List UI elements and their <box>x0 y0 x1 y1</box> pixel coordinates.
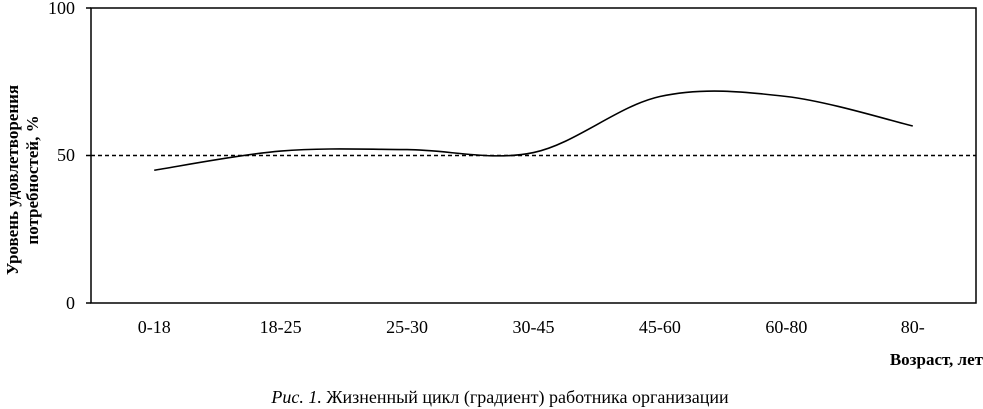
x-tick-label-3: 30-45 <box>513 317 555 337</box>
x-tick-label-0: 0-18 <box>138 317 171 337</box>
y-tick-label-0: 0 <box>66 293 75 313</box>
y-axis-title-line2: потребностей, % <box>23 115 42 244</box>
series-line <box>154 90 913 172</box>
x-tick-label-6: 80- <box>901 317 925 337</box>
x-tick-labels: 0-18 18-25 25-30 30-45 45-60 60-80 80- <box>138 317 925 337</box>
caption-text: Жизненный цикл (градиент) работника орга… <box>322 387 729 408</box>
y-tick-label-50: 50 <box>57 145 75 165</box>
caption-prefix: Рис. 1. <box>270 387 321 407</box>
figure-caption: Рис. 1. Жизненный цикл (градиент) работн… <box>270 387 729 408</box>
x-tick-label-5: 60-80 <box>765 317 807 337</box>
y-axis-title-line1: Уровень удовлетворения <box>3 85 22 275</box>
y-tick-label-100: 100 <box>48 0 75 18</box>
x-tick-label-2: 25-30 <box>386 317 428 337</box>
x-tick-label-1: 18-25 <box>260 317 302 337</box>
x-axis-title: Возраст, лет <box>890 350 983 369</box>
x-tick-label-4: 45-60 <box>639 317 681 337</box>
